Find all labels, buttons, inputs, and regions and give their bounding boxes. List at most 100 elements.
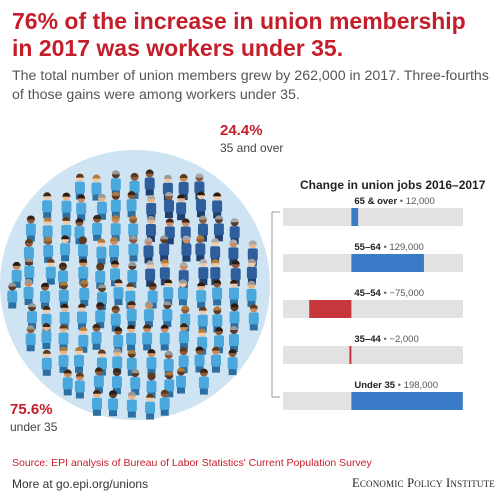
person-icon <box>108 390 119 417</box>
person-icon <box>178 323 189 350</box>
person-icon <box>95 302 106 329</box>
person-icon <box>23 239 34 266</box>
person-icon <box>59 303 70 330</box>
bar-45-54 <box>309 300 352 318</box>
person-icon <box>42 192 53 219</box>
person-icon <box>62 369 73 396</box>
person-icon <box>229 303 240 330</box>
person-icon <box>130 369 141 396</box>
person-icon <box>126 324 137 351</box>
person-icon <box>60 235 71 262</box>
publisher-logo: Economic Policy Institute <box>352 476 495 490</box>
bar-under-35 <box>351 392 463 410</box>
person-icon <box>113 279 124 306</box>
person-icon <box>228 279 239 306</box>
person-icon <box>25 325 36 352</box>
person-icon <box>176 367 187 394</box>
person-icon <box>23 279 34 306</box>
person-icon <box>61 192 72 219</box>
person-icon <box>109 237 120 264</box>
person-icon <box>91 389 102 416</box>
person-icon <box>211 346 222 373</box>
person-icon <box>163 192 174 219</box>
bar-label: 35–44 • −2,000 <box>354 334 418 345</box>
bar-track <box>283 208 463 226</box>
person-icon <box>181 235 192 262</box>
bar-label: Under 35 • 198,000 <box>354 380 438 391</box>
person-icon <box>213 215 224 242</box>
person-icon <box>43 236 54 263</box>
person-icon <box>76 194 87 221</box>
person-icon <box>144 169 155 196</box>
chart-subtitle: The total number of union members grew b… <box>12 68 489 103</box>
person-icon <box>111 368 122 395</box>
person-icon <box>58 346 69 373</box>
person-icon <box>195 235 206 262</box>
person-icon <box>41 323 52 350</box>
pie-label-35-over-percent: 24.4% <box>220 122 263 139</box>
bar-chart-title: Change in union jobs 2016–2017 <box>300 178 486 192</box>
bar-track <box>283 346 463 364</box>
person-icon <box>76 303 87 330</box>
bar-35-44 <box>349 346 352 364</box>
person-icon <box>74 346 85 373</box>
person-icon <box>145 260 156 287</box>
person-icon <box>78 326 89 353</box>
person-icon <box>143 237 154 264</box>
bar-label: 65 & over • 12,000 <box>354 196 434 207</box>
source-note: Source: EPI analysis of Bureau of Labor … <box>12 457 372 469</box>
person-icon <box>45 258 56 285</box>
person-icon <box>40 282 51 309</box>
person-icon <box>162 301 173 328</box>
person-icon <box>164 371 175 398</box>
person-icon <box>198 368 209 395</box>
person-icon <box>126 191 137 218</box>
person-icon <box>110 191 121 218</box>
person-icon <box>159 324 170 351</box>
bar-label: 55–64 • 129,000 <box>354 242 423 253</box>
person-icon <box>248 304 259 331</box>
person-icon <box>142 324 153 351</box>
person-icon <box>194 346 205 373</box>
person-icon <box>146 349 157 376</box>
person-icon <box>227 349 238 376</box>
person-icon <box>176 194 187 221</box>
chart-title: 76% of the increase in union membership … <box>12 8 466 61</box>
person-icon <box>212 279 223 306</box>
person-icon <box>41 349 52 376</box>
person-icon <box>128 235 139 262</box>
person-icon <box>126 301 137 328</box>
bar-55-64 <box>351 254 424 272</box>
person-icon <box>91 323 102 350</box>
person-icon <box>96 193 107 220</box>
person-icon <box>159 389 170 416</box>
person-icon <box>91 174 102 201</box>
people-illustration <box>7 169 259 420</box>
pie-label-35-over-text: 35 and over <box>220 141 284 155</box>
more-link[interactable]: More at go.epi.org/unions <box>12 477 149 491</box>
person-icon <box>93 367 104 394</box>
person-icon <box>11 261 22 288</box>
person-icon <box>198 259 209 286</box>
bar-65-over <box>351 208 359 226</box>
person-icon <box>96 238 107 265</box>
person-icon <box>177 279 188 306</box>
bar-label: 45–54 • −75,000 <box>354 288 424 299</box>
person-icon <box>196 282 207 309</box>
pie-label-under-35-percent: 75.6% <box>10 401 53 418</box>
person-icon <box>246 280 257 307</box>
person-icon <box>7 282 18 309</box>
person-icon <box>228 326 239 353</box>
person-icon <box>74 372 85 399</box>
person-icon <box>92 214 103 241</box>
person-icon <box>164 218 175 245</box>
person-icon <box>143 301 154 328</box>
person-icon <box>212 192 223 219</box>
person-icon <box>145 393 156 420</box>
person-icon <box>159 235 170 262</box>
person-icon <box>25 215 36 242</box>
person-icon <box>126 391 137 418</box>
pie-label-under-35-text: under 35 <box>10 420 58 434</box>
